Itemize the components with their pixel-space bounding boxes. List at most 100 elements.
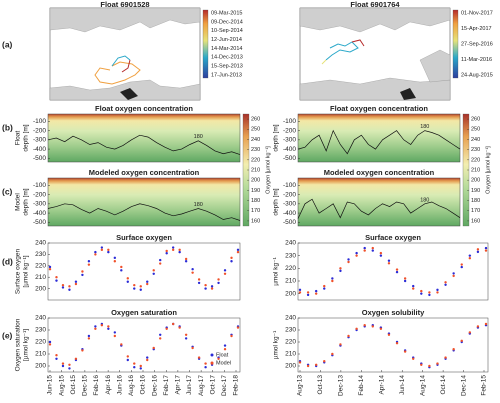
x-tick-label: Feb-17: [163, 375, 170, 396]
colorbar-label: 12-Jun-2014: [211, 37, 242, 43]
data-point: [428, 291, 431, 294]
data-point: [387, 262, 391, 265]
data-point: [347, 334, 350, 338]
contour-line: [47, 134, 241, 155]
colorbar-label: 14-Mar-2014: [211, 46, 243, 52]
y-axis-label: depth [m]: [273, 188, 280, 215]
data-point: [230, 334, 233, 338]
y-tick-label: -500: [33, 219, 46, 226]
y-axis-label: depth [m]: [273, 124, 280, 151]
colorbar-tick-label: 260: [471, 117, 480, 123]
y-tick-label: -100: [33, 182, 46, 189]
contour-line: [47, 203, 241, 221]
data-point: [204, 283, 207, 287]
y-tick-label: 230: [35, 251, 46, 258]
contour-label: 180: [420, 197, 429, 203]
data-point: [100, 248, 104, 252]
x-tick-label: Jun-17: [186, 375, 193, 395]
y-tick-label: 200: [285, 363, 296, 370]
data-point: [298, 361, 302, 364]
data-point: [403, 279, 407, 283]
y-tick-label: -500: [283, 155, 296, 162]
data-point: [371, 246, 374, 250]
data-point: [146, 356, 149, 359]
colorbar-tick-label: 200: [471, 178, 480, 184]
data-point: [428, 364, 431, 368]
data-point: [74, 280, 78, 283]
data-point: [139, 364, 142, 368]
x-tick-label: Dec-17: [221, 375, 228, 396]
data-point: [412, 287, 415, 290]
panel-label: (b): [2, 122, 13, 132]
data-point: [81, 270, 84, 273]
data-point: [81, 273, 84, 277]
colorbar-tick-label: 200: [251, 178, 260, 184]
y-tick-label: -100: [283, 182, 296, 189]
x-tick-label: Oct-13: [317, 375, 324, 395]
data-point: [55, 357, 58, 360]
panel-label: (d): [2, 256, 13, 266]
data-point: [191, 346, 194, 350]
colorbar-tick-label: 170: [471, 208, 480, 214]
colorbar-tick-label: 190: [471, 188, 480, 194]
data-point: [323, 284, 326, 288]
data-point: [184, 260, 188, 263]
plot-frame: [47, 317, 241, 373]
data-point: [87, 337, 91, 340]
data-point: [87, 263, 91, 266]
data-point: [217, 357, 220, 360]
plot-frame: [47, 242, 241, 301]
data-point: [204, 362, 207, 365]
data-point: [133, 362, 136, 365]
data-point: [107, 327, 110, 330]
data-point: [314, 292, 318, 295]
data-point: [139, 285, 142, 288]
data-point: [197, 278, 201, 281]
data-point: [355, 327, 358, 330]
data-point: [152, 269, 155, 272]
data-point: [460, 339, 463, 342]
data-point: [420, 292, 423, 295]
data-point: [113, 334, 117, 338]
data-point: [484, 246, 488, 250]
x-tick-label: Jun-15: [47, 375, 54, 395]
data-point: [460, 263, 463, 266]
y-axis-label: µmol kg⁻¹: [273, 330, 280, 359]
data-point: [126, 277, 129, 280]
data-point: [468, 257, 472, 260]
data-point: [126, 280, 129, 283]
x-tick-label: Jun-14: [399, 375, 406, 395]
data-point: [81, 349, 84, 352]
y-tick-label: -400: [283, 146, 296, 153]
colorbar-tick-label: 210: [471, 167, 480, 173]
legend-marker: [210, 361, 214, 365]
heatmap-field: [297, 177, 461, 227]
data-point: [306, 291, 310, 294]
data-point: [223, 348, 227, 351]
data-point: [113, 331, 117, 334]
y-tick-label: -500: [283, 219, 296, 226]
y-tick-label: -200: [283, 127, 296, 134]
data-point: [107, 250, 110, 254]
data-point: [55, 276, 58, 279]
heatmap-field: [47, 177, 241, 227]
colorbar-label: 27-Sep-2016: [461, 41, 493, 47]
y-tick-label: 210: [35, 274, 46, 281]
y-tick-label: 230: [285, 327, 296, 334]
y-tick-label: -200: [33, 191, 46, 198]
data-point: [165, 327, 168, 330]
y-tick-label: 230: [35, 327, 46, 334]
data-point: [460, 265, 463, 269]
data-point: [107, 248, 110, 252]
data-point: [113, 256, 117, 260]
data-point: [74, 357, 78, 360]
data-point: [217, 278, 220, 281]
data-point: [323, 360, 326, 363]
panel-title: Surface oxygen: [365, 233, 421, 242]
x-tick-label: Apr-16: [105, 375, 112, 395]
data-point: [191, 271, 194, 274]
contour-label: 180: [194, 202, 203, 208]
data-point: [363, 249, 366, 252]
data-point: [133, 283, 136, 287]
colorbar-tick-label: 260: [251, 117, 260, 123]
